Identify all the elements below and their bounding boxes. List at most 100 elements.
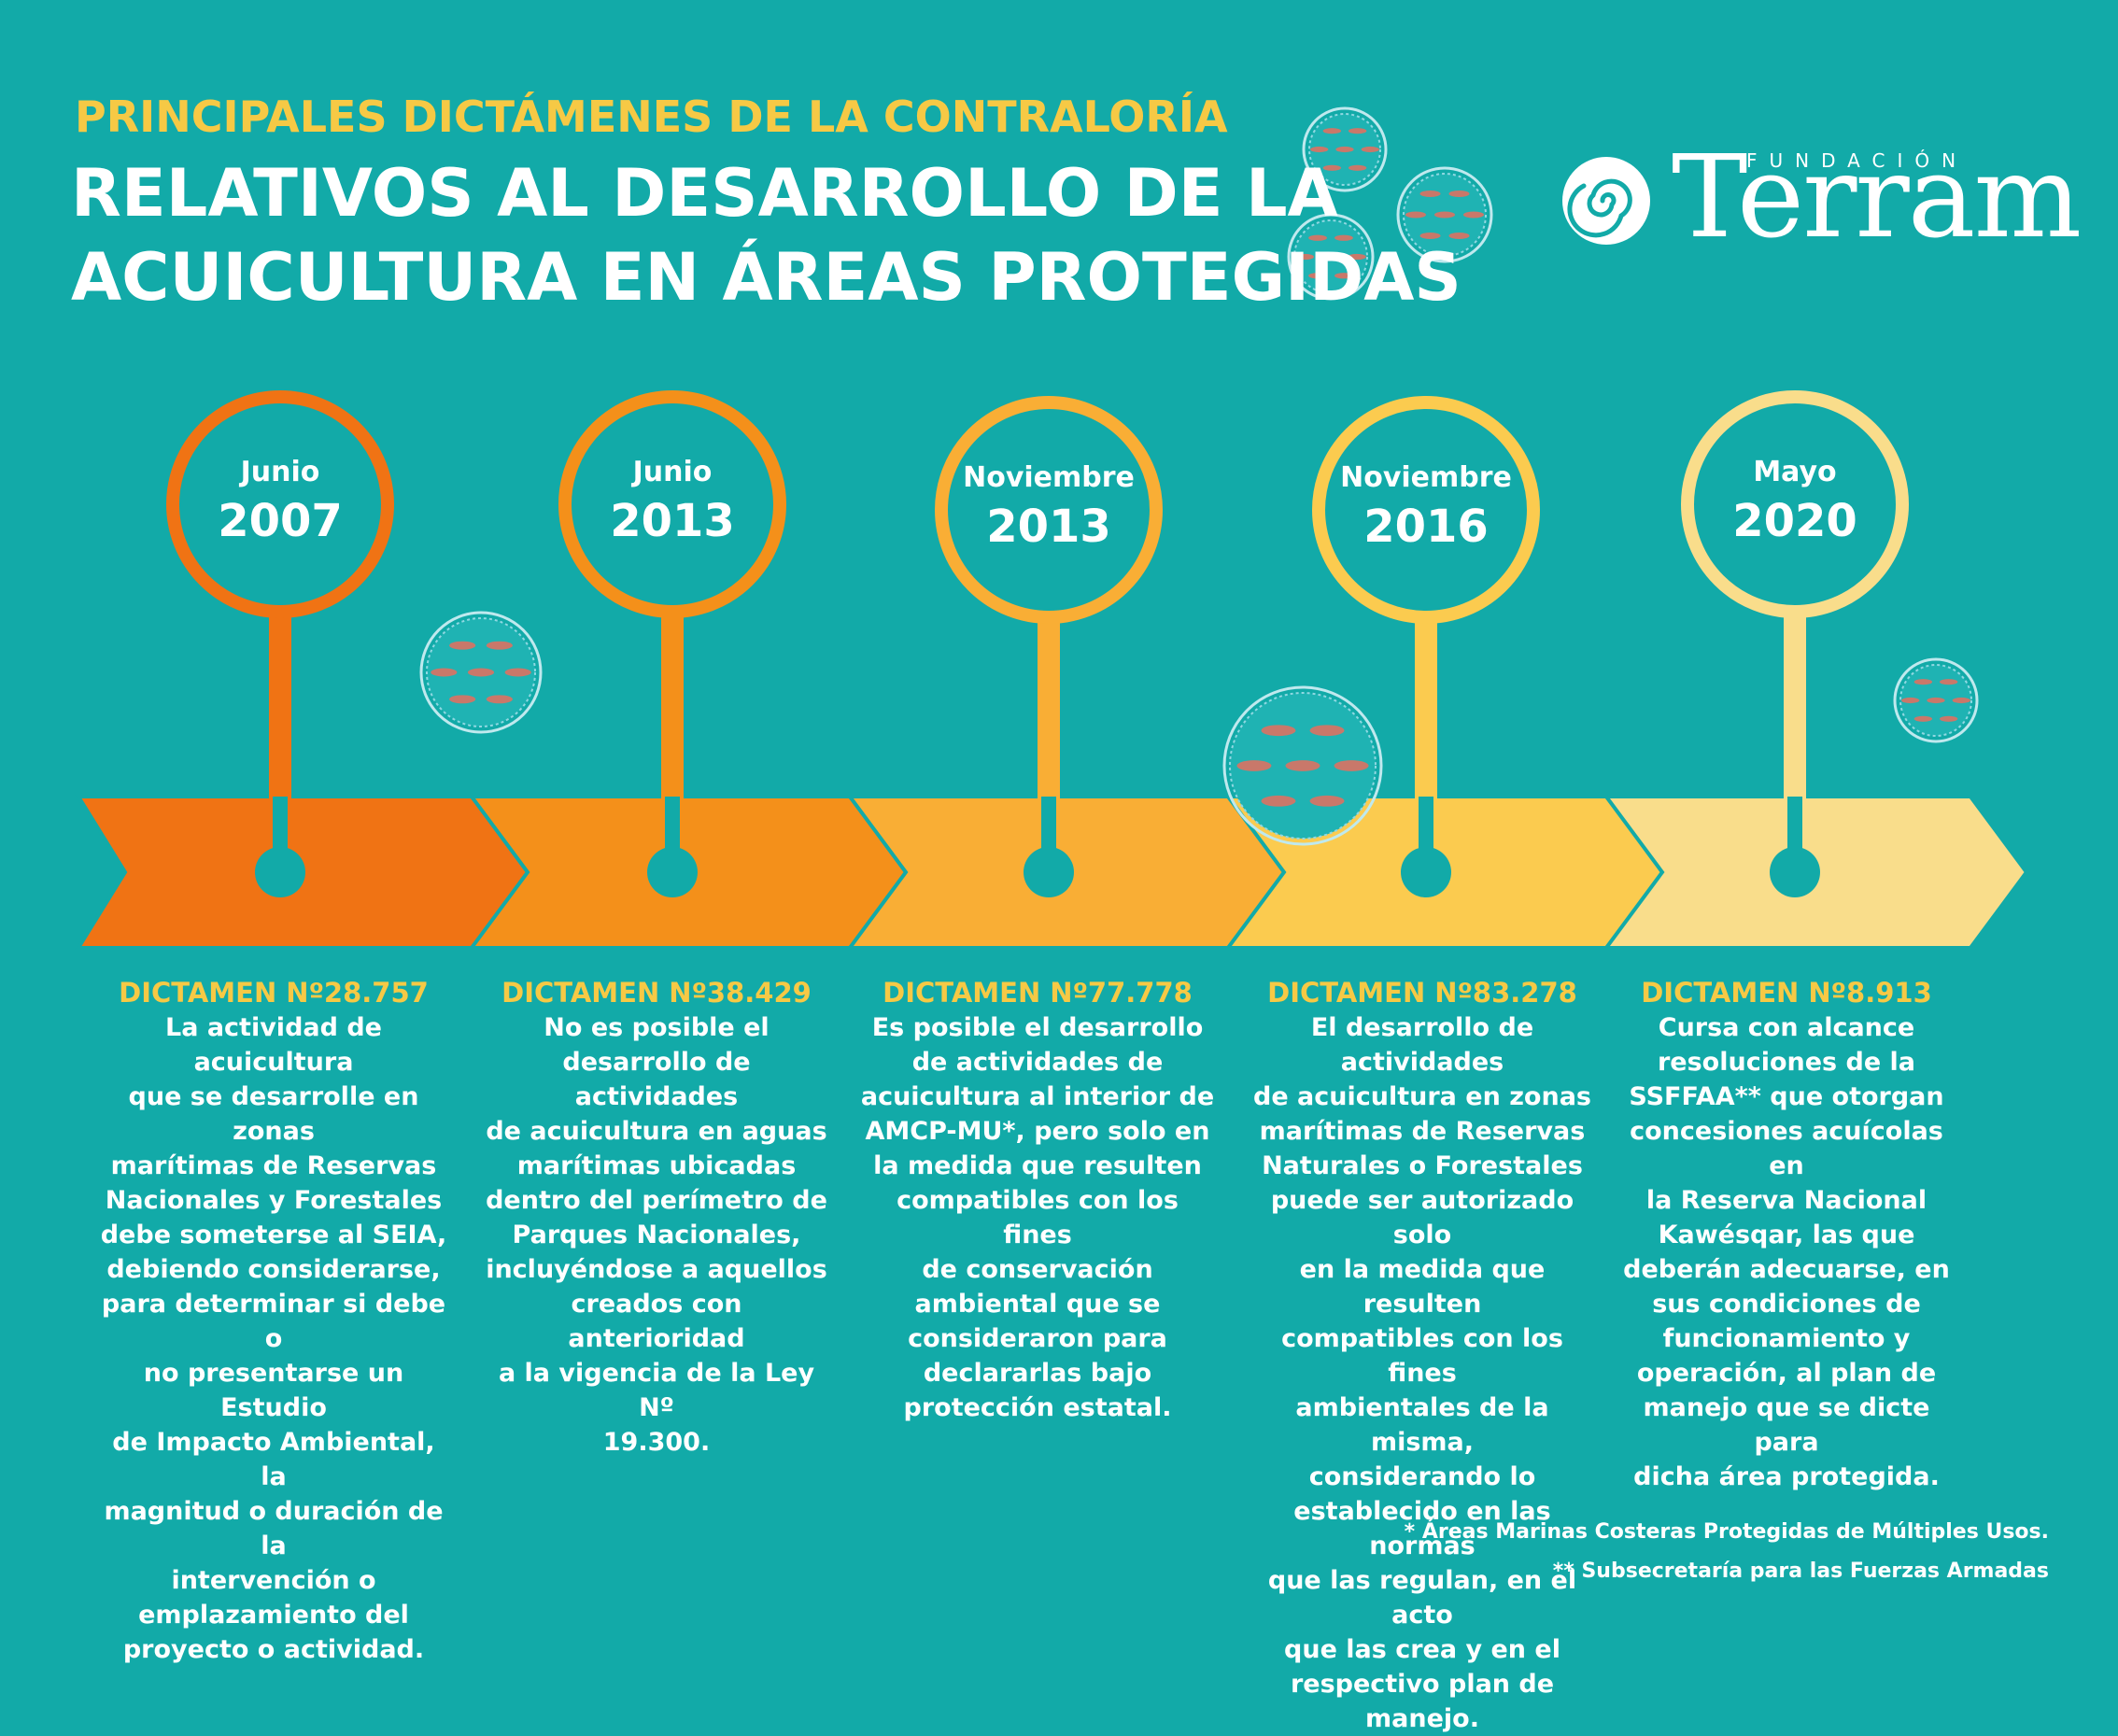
dictamen-text-line: Kawésqar, las que xyxy=(1658,1221,1915,1249)
dictamen-text-line: de acuicultura en zonas xyxy=(1253,1082,1591,1111)
date-ring xyxy=(166,390,394,618)
spiral-logo-icon xyxy=(1562,157,1650,245)
dictamen-text: La actividad de acuicultura que se desarr… xyxy=(96,1010,451,1667)
dictamen-text-line: AMCP-MU*, pero solo en xyxy=(865,1117,1210,1146)
milestone-year: 2020 xyxy=(1732,495,1857,547)
dictamen-text-line: de acuicultura en aguas xyxy=(486,1117,827,1146)
dictamen-text-line: intervención o xyxy=(171,1566,376,1595)
dictamen-block: DICTAMEN Nº28.757 La actividad de acuicul… xyxy=(96,975,451,1667)
dictamen-number: DICTAMEN Nº83.278 xyxy=(1267,977,1577,1009)
pin-stem-inner xyxy=(273,797,288,853)
timeline-node xyxy=(1770,847,1820,897)
fish-farm-cage-icon xyxy=(1396,166,1493,263)
dictamen-block: DICTAMEN Nº83.278 El desarrollo de activi… xyxy=(1245,975,1600,1736)
dictamen-block: DICTAMEN Nº8.913 Cursa con alcance resoluc… xyxy=(1609,975,1964,1494)
dictamen-text-line: manejo que se dicte para xyxy=(1643,1393,1930,1457)
dictamen-text-line: magnitud o duración de la xyxy=(104,1497,444,1560)
pin-stem-inner xyxy=(1419,797,1433,853)
dictamen-block: DICTAMEN Nº38.429 No es posible el desarro… xyxy=(479,975,834,1460)
fish-farm-cage-icon xyxy=(419,611,543,734)
timeline-node xyxy=(647,847,698,897)
dictamen-text-line: que las crea y en el xyxy=(1284,1635,1560,1664)
dictamen-text-line: La actividad de acuicultura xyxy=(165,1013,382,1077)
dictamen-text-line: desarrollo de actividades xyxy=(562,1048,751,1111)
dictamen-text-line: Parques Nacionales, xyxy=(512,1221,801,1249)
dictamen-text-line: a la vigencia de la Ley Nº xyxy=(498,1359,815,1422)
date-ring xyxy=(935,396,1163,624)
dictamen-text-line: declararlas bajo xyxy=(923,1359,1152,1388)
dictamen-text-line: acuicultura al interior de xyxy=(860,1082,1215,1111)
milestone-month: Noviembre xyxy=(1340,461,1512,494)
dictamen-text-line: ambientales de la misma, xyxy=(1295,1393,1549,1457)
dictamen-text-line: sus condiciones de xyxy=(1652,1290,1921,1319)
pin-stem-inner xyxy=(1787,797,1802,853)
logo-name: Terram xyxy=(1672,131,2082,263)
dictamen-text-line: de actividades de xyxy=(911,1048,1164,1077)
dictamen-text-line: No es posible el xyxy=(544,1013,770,1042)
dictamen-text-line: operación, al plan de xyxy=(1636,1359,1937,1388)
timeline-node xyxy=(1024,847,1074,897)
fish-farm-cage-icon xyxy=(1302,106,1388,192)
dictamen-text-line: concesiones acuícolas en xyxy=(1630,1117,1943,1180)
dictamen-text-line: Es posible el desarrollo xyxy=(871,1013,1204,1042)
pin-stem-inner xyxy=(1041,797,1056,853)
timeline-node xyxy=(1401,847,1451,897)
dictamen-text-line: Naturales o Forestales xyxy=(1262,1151,1583,1180)
fish-farm-cage-icon xyxy=(1287,213,1375,301)
fish-farm-cage-icon xyxy=(1222,685,1383,846)
dictamen-text: El desarrollo de actividades de acuicultu… xyxy=(1245,1010,1600,1736)
dictamen-text-line: compatibles con los fines xyxy=(897,1186,1179,1249)
dictamen-text-line: debe someterse al SEIA, xyxy=(100,1221,447,1249)
timeline-node xyxy=(255,847,305,897)
dictamen-text-line: ambiental que se xyxy=(914,1290,1161,1319)
dictamen-text-line: emplazamiento del xyxy=(138,1601,409,1630)
milestone-month: Mayo xyxy=(1753,456,1837,488)
dictamen-text-line: proyecto o actividad. xyxy=(122,1635,425,1664)
dictamen-text-line: considerando lo xyxy=(1308,1462,1536,1491)
dictamen-text-line: debiendo considerarse, xyxy=(106,1255,441,1284)
dictamen-text-line: de Impacto Ambiental, la xyxy=(112,1428,435,1491)
milestone-month: Noviembre xyxy=(963,461,1135,494)
date-ring xyxy=(558,390,786,618)
dictamen-text-line: El desarrollo de actividades xyxy=(1310,1013,1534,1077)
date-ring xyxy=(1312,396,1540,624)
dictamen-text-line: no presentarse un Estudio xyxy=(143,1359,404,1422)
dictamen-text-line: Cursa con alcance xyxy=(1658,1013,1915,1042)
dictamen-text-line: dicha área protegida. xyxy=(1633,1462,1940,1491)
dictamen-text-line: marítimas ubicadas xyxy=(516,1151,797,1180)
timeline-pin xyxy=(558,390,786,897)
page-title: RELATIVOS AL DESARROLLO DE LA ACUICULTUR… xyxy=(71,151,1461,319)
dictamen-text-line: creados con anterioridad xyxy=(568,1290,745,1353)
footnote-2: ** Subsecretaría para las Fuerzas Armada… xyxy=(1552,1560,2049,1583)
milestone-month: Junio xyxy=(632,456,713,488)
dictamen-block: DICTAMEN Nº77.778 Es posible el desarroll… xyxy=(860,975,1215,1425)
dictamen-text-line: que se desarrolle en zonas xyxy=(128,1082,419,1146)
dictamen-text-line: dentro del perímetro de xyxy=(486,1186,827,1215)
dictamen-number: DICTAMEN Nº38.429 xyxy=(501,977,812,1009)
dictamen-text: Cursa con alcance resoluciones de la SSFFA… xyxy=(1609,1010,1964,1494)
dictamen-text-line: marítimas de Reservas xyxy=(110,1151,437,1180)
milestone-year: 2013 xyxy=(986,501,1111,553)
dictamen-text-line: respectivo plan de manejo. xyxy=(1290,1670,1555,1733)
dictamen-text-line: para determinar si debe o xyxy=(101,1290,446,1353)
dictamen-number: DICTAMEN Nº8.913 xyxy=(1641,977,1932,1009)
dictamen-text-line: puede ser autorizado solo xyxy=(1270,1186,1574,1249)
dictamen-number: DICTAMEN Nº28.757 xyxy=(119,977,429,1009)
logo-subtitle: FUNDACIÓN xyxy=(1746,149,1969,172)
dictamen-text-line: marítimas de Reservas xyxy=(1259,1117,1586,1146)
dictamen-text: Es posible el desarrollo de actividades d… xyxy=(860,1010,1215,1425)
timeline-pin xyxy=(166,390,394,897)
footnote-1: * Áreas Marinas Costeras Protegidas de M… xyxy=(1404,1520,2049,1544)
dictamen-text-line: de conservación xyxy=(922,1255,1153,1284)
dictamen-text-line: resoluciones de la xyxy=(1657,1048,1916,1077)
dictamen-text-line: que las regulan, en el acto xyxy=(1267,1566,1577,1630)
date-ring xyxy=(1681,390,1909,618)
dictamen-text: No es posible el desarrollo de actividade… xyxy=(479,1010,834,1460)
milestone-year: 2013 xyxy=(610,495,735,547)
timeline-pin xyxy=(935,396,1163,897)
dictamen-text-line: funcionamiento y xyxy=(1662,1324,1911,1353)
dictamen-text-line: compatibles con los fines xyxy=(1281,1324,1563,1388)
dictamen-text-line: Nacionales y Forestales xyxy=(105,1186,443,1215)
subtitle: PRINCIPALES DICTÁMENES DE LA CONTRALORÍA xyxy=(75,92,1228,142)
milestone-month: Junio xyxy=(240,456,320,488)
